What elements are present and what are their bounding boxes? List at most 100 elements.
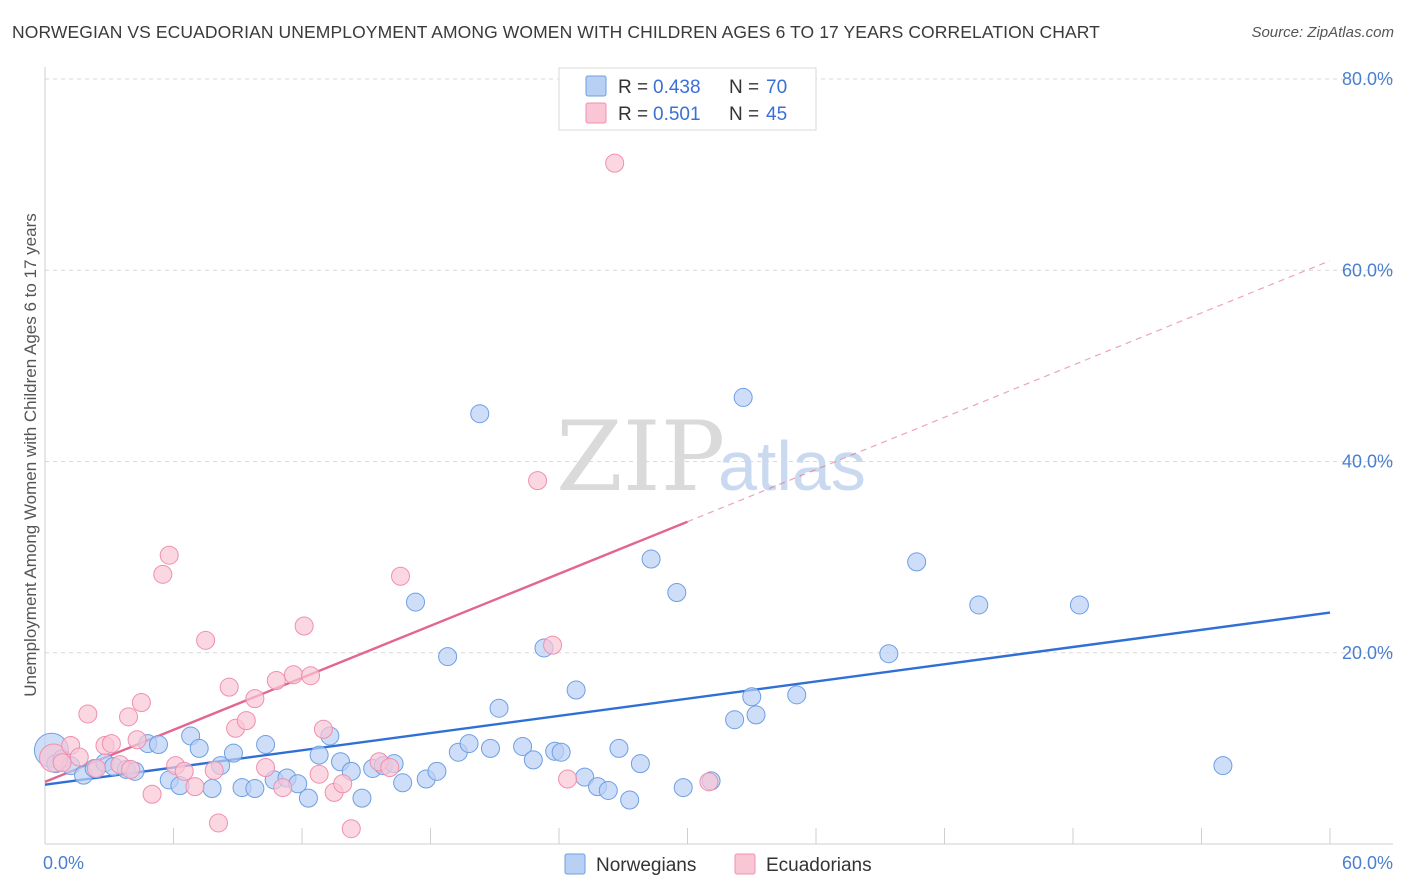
ecuadorian-point [127, 730, 147, 750]
legend-box: R = 0.438 N = 70 R = 0.501 N = 45 [558, 67, 817, 131]
ecuadorian-point [294, 616, 314, 636]
norwegian-point [733, 387, 753, 407]
legend-r-value: 0.501 [653, 104, 701, 125]
y-tick-label: 40.0% [1342, 452, 1393, 472]
norwegian-point [667, 583, 687, 603]
norwegian-point [189, 738, 209, 758]
ecuadorian-point [309, 764, 329, 784]
ecuadorian-point [266, 670, 286, 690]
legend-n-label: N = [729, 104, 759, 125]
ecuadorian-point [543, 635, 563, 655]
ecuadorian-point [301, 666, 321, 686]
ecuadorian-point [131, 692, 151, 712]
legend-r-value: 0.438 [653, 77, 701, 98]
norwegian-point [298, 788, 318, 808]
norwegian-point [352, 788, 372, 808]
norwegian-point [641, 549, 661, 569]
norwegian-point [459, 734, 479, 754]
ecuadorian-point [204, 760, 224, 780]
norwegian-point [673, 778, 693, 798]
norwegian-point [742, 687, 762, 707]
norwegian-point [245, 779, 265, 799]
watermark-zip: ZIP [556, 401, 725, 513]
ecuadorian-point [196, 630, 216, 650]
ecuadorian-trend-extension [687, 260, 1331, 523]
norwegian-point [470, 404, 490, 424]
norwegian-point [438, 647, 458, 667]
ecuadorian-point [86, 758, 106, 778]
ecuadorian-point [153, 564, 173, 584]
legend-r-label: R = [618, 104, 648, 125]
y-tick-label: 20.0% [1342, 643, 1393, 663]
legend-n-label: N = [729, 77, 759, 98]
norwegian-point [879, 644, 899, 664]
ecuadorian-point [69, 747, 89, 767]
norwegian-point [551, 742, 571, 762]
ecuadorian-point [142, 784, 162, 804]
x-tick-label: 60.0% [1342, 853, 1393, 873]
norwegian-point [489, 698, 509, 718]
norwegian-point [630, 754, 650, 774]
norwegian-point [620, 790, 640, 810]
ecuadorian-point [159, 545, 179, 565]
norwegian-point [907, 552, 927, 572]
norwegian-point [598, 780, 618, 800]
watermark-atlas: atlas [718, 427, 866, 505]
ecuadorian-point [78, 704, 98, 724]
axes [44, 67, 1393, 845]
legend-r-label: R = [618, 77, 648, 98]
ecuadorian-point [333, 774, 353, 794]
ecuadorian-point [219, 677, 239, 697]
norwegian-point [223, 743, 243, 763]
y-tick-label: 80.0% [1342, 69, 1393, 89]
norwegian-point [427, 761, 447, 781]
ecuadorian-point [558, 769, 578, 789]
ecuadorian-point [528, 471, 548, 491]
norwegian-point [1213, 756, 1233, 776]
y-tick-label: 60.0% [1342, 260, 1393, 280]
bottom-legend-ecuadorians: Ecuadorians [766, 855, 872, 876]
ecuadorian-point [699, 772, 719, 792]
bottom-legend-norwegians: Norwegians [596, 855, 696, 876]
ecuadorian-point [174, 761, 194, 781]
y-axis-label: Unemployment Among Women with Children A… [21, 213, 40, 697]
watermark: ZIP atlas [556, 401, 866, 513]
chart-title: NORWEGIAN VS ECUADORIAN UNEMPLOYMENT AMO… [12, 22, 1100, 42]
norwegian-point [1069, 595, 1089, 615]
legend-swatch-norwegians [585, 75, 607, 97]
ecuadorian-point [313, 719, 333, 739]
norwegian-point [725, 710, 745, 730]
data-points [33, 153, 1233, 839]
source-label: Source: ZipAtlas.com [1251, 24, 1394, 41]
norwegian-point [609, 738, 629, 758]
ecuadorian-point [236, 711, 256, 731]
norwegian-point [393, 773, 413, 793]
legend-swatch-ecuadorians [585, 102, 607, 124]
ecuadorian-point [380, 758, 400, 777]
ecuadorian-point [283, 665, 303, 685]
ecuadorian-point [605, 153, 625, 173]
norwegian-point [480, 738, 500, 758]
norwegian-point [523, 750, 543, 770]
norwegian-point [969, 595, 989, 615]
ecuadorian-point [52, 753, 72, 773]
norwegian-point [309, 745, 329, 765]
norwegian-point [406, 592, 426, 612]
legend-n-value: 45 [766, 104, 787, 125]
ecuadorian-point [119, 707, 139, 727]
norwegian-point [566, 680, 586, 700]
bottom-legend: Norwegians Ecuadorians [564, 853, 872, 876]
bottom-legend-swatch-norwegians [564, 853, 586, 875]
ecuadorian-point [391, 566, 411, 586]
norwegian-point [513, 736, 533, 756]
grid-lines [45, 78, 1393, 654]
ecuadorian-point [256, 758, 276, 777]
trend-lines [44, 260, 1331, 786]
ecuadorian-point [341, 819, 361, 839]
norwegian-point [787, 685, 807, 705]
ecuadorian-point [185, 777, 205, 797]
ecuadorian-point [273, 778, 293, 798]
bottom-legend-swatch-ecuadorians [734, 853, 756, 875]
norwegian-trend-line [44, 611, 1331, 786]
ecuadorian-point [208, 813, 228, 833]
